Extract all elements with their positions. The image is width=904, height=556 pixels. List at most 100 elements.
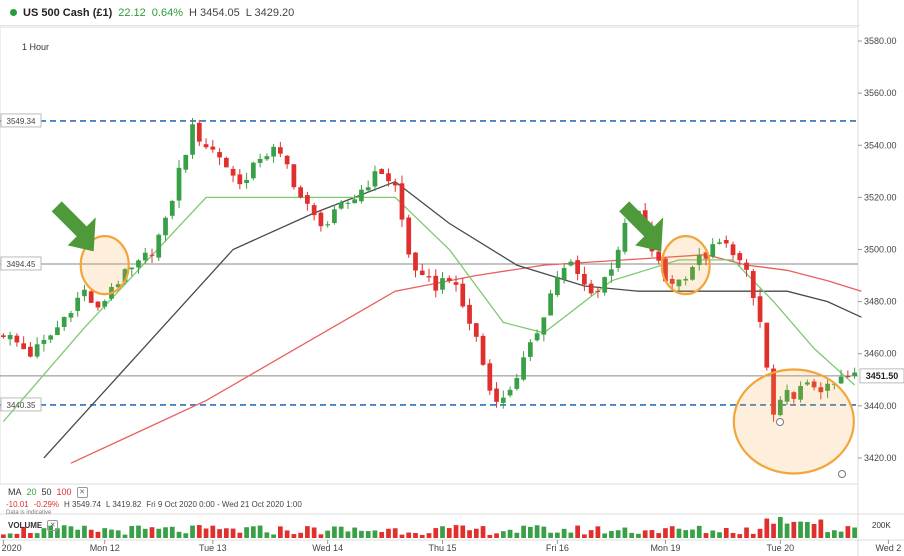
candle-body[interactable] xyxy=(298,187,304,198)
candle-body[interactable] xyxy=(615,249,621,268)
candle-body[interactable] xyxy=(838,376,844,384)
candle-body[interactable] xyxy=(392,182,398,186)
candle-body[interactable] xyxy=(757,296,763,322)
volume-legend[interactable]: VOLUME ✕ xyxy=(8,520,59,531)
candle-body[interactable] xyxy=(507,389,513,396)
chart-interval[interactable]: 1 Hour xyxy=(22,42,50,52)
candle-body[interactable] xyxy=(825,383,830,391)
candle-body[interactable] xyxy=(190,124,195,155)
candle-body[interactable] xyxy=(311,205,317,216)
candle-body[interactable] xyxy=(568,261,574,266)
candle-body[interactable] xyxy=(75,297,81,311)
candle-body[interactable] xyxy=(811,381,817,388)
candle-body[interactable] xyxy=(669,278,675,284)
candle-body[interactable] xyxy=(244,179,249,183)
candle-body[interactable] xyxy=(710,244,716,257)
candle-body[interactable] xyxy=(14,335,20,343)
candle-body[interactable] xyxy=(622,222,628,252)
candle-body[interactable] xyxy=(426,276,432,278)
candle-body[interactable] xyxy=(845,376,851,378)
candle-body[interactable] xyxy=(737,253,743,261)
candle-body[interactable] xyxy=(467,304,472,324)
candle-body[interactable] xyxy=(575,260,580,274)
candle-body[interactable] xyxy=(318,212,324,227)
candle-body[interactable] xyxy=(527,342,533,357)
drawing-handle[interactable] xyxy=(776,418,784,426)
candle-body[interactable] xyxy=(433,275,439,291)
candle-body[interactable] xyxy=(514,378,520,389)
candle-body[interactable] xyxy=(332,209,337,223)
candle-body[interactable] xyxy=(548,293,553,316)
candle-body[interactable] xyxy=(804,382,810,385)
candle-body[interactable] xyxy=(122,269,128,282)
candle-body[interactable] xyxy=(291,164,297,188)
candle-body[interactable] xyxy=(798,386,803,400)
candle-body[interactable] xyxy=(7,334,13,340)
candle-body[interactable] xyxy=(176,167,182,201)
candle-body[interactable] xyxy=(656,251,662,261)
candle-body[interactable] xyxy=(541,317,547,335)
candle-body[interactable] xyxy=(115,284,121,288)
candle-body[interactable] xyxy=(730,244,736,256)
candle-body[interactable] xyxy=(250,162,256,179)
candle-body[interactable] xyxy=(142,252,148,261)
candle-body[interactable] xyxy=(88,291,94,303)
candle-body[interactable] xyxy=(129,267,135,270)
candle-body[interactable] xyxy=(102,301,108,307)
candle-body[interactable] xyxy=(494,388,499,402)
candle-body[interactable] xyxy=(28,346,33,357)
candle-body[interactable] xyxy=(163,217,168,236)
candle-body[interactable] xyxy=(818,387,824,393)
candle-body[interactable] xyxy=(473,323,479,337)
candle-body[interactable] xyxy=(676,279,682,287)
candle-body[interactable] xyxy=(791,392,797,399)
candle-body[interactable] xyxy=(237,174,243,185)
candle-body[interactable] xyxy=(257,158,263,163)
candle-body[interactable] xyxy=(372,171,378,187)
close-icon[interactable]: ✕ xyxy=(47,520,59,531)
candle-body[interactable] xyxy=(305,195,310,204)
candle-body[interactable] xyxy=(750,271,756,298)
candle-body[interactable] xyxy=(34,344,40,357)
candle-body[interactable] xyxy=(223,157,229,168)
candle-body[interactable] xyxy=(717,242,722,244)
moving-average-legend[interactable]: MA 20 50 100 ✕ xyxy=(8,487,88,498)
candle-body[interactable] xyxy=(703,252,709,259)
close-icon[interactable]: ✕ xyxy=(76,487,88,498)
candle-body[interactable] xyxy=(379,169,385,175)
candle-body[interactable] xyxy=(784,390,790,402)
candle-body[interactable] xyxy=(345,202,351,204)
candle-body[interactable] xyxy=(460,283,466,307)
candle-body[interactable] xyxy=(554,277,560,296)
candle-body[interactable] xyxy=(588,283,594,294)
candle-body[interactable] xyxy=(41,339,47,344)
candle-body[interactable] xyxy=(399,183,405,220)
candle-body[interactable] xyxy=(284,155,290,165)
candle-body[interactable] xyxy=(419,270,425,276)
candle-body[interactable] xyxy=(480,335,486,365)
candle-body[interactable] xyxy=(446,278,452,281)
candle-body[interactable] xyxy=(203,144,209,148)
candle-body[interactable] xyxy=(1,335,6,337)
candle-body[interactable] xyxy=(595,290,601,292)
candle-body[interactable] xyxy=(723,239,729,244)
candle-body[interactable] xyxy=(82,289,87,297)
candle-body[interactable] xyxy=(352,199,358,204)
candle-body[interactable] xyxy=(264,156,270,160)
candle-body[interactable] xyxy=(744,262,749,270)
candle-body[interactable] xyxy=(683,278,689,281)
candle-body[interactable] xyxy=(602,277,608,293)
candle-body[interactable] xyxy=(61,316,67,327)
candle-body[interactable] xyxy=(534,333,540,341)
candle-body[interactable] xyxy=(582,273,587,285)
candle-body[interactable] xyxy=(690,267,695,280)
candle-body[interactable] xyxy=(196,122,202,142)
candle-body[interactable] xyxy=(406,217,412,255)
candle-body[interactable] xyxy=(136,260,141,268)
candle-body[interactable] xyxy=(359,189,364,202)
candle-body[interactable] xyxy=(487,363,493,391)
candle-body[interactable] xyxy=(230,168,236,176)
candle-body[interactable] xyxy=(453,282,459,285)
candle-body[interactable] xyxy=(852,372,857,377)
